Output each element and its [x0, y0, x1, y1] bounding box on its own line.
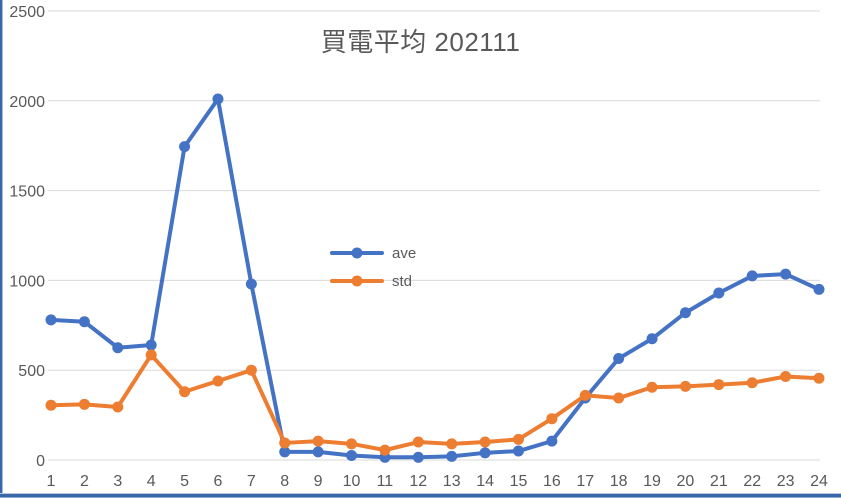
data-point-marker-std[interactable]: [179, 386, 191, 398]
x-axis-tick-label: 19: [643, 473, 661, 490]
series-line-ave[interactable]: [49, 97, 821, 460]
x-axis-tick-label: 11: [377, 473, 394, 490]
y-axis-tick-label: 2000: [9, 94, 45, 111]
data-point-marker-ave[interactable]: [212, 93, 224, 105]
x-axis-tick-label: 15: [510, 473, 528, 490]
data-point-marker-std[interactable]: [312, 435, 324, 447]
x-axis-tick-label: 7: [247, 473, 256, 490]
data-point-marker-std[interactable]: [412, 436, 424, 448]
x-axis-tick-label: 2: [80, 473, 89, 490]
x-axis-tick-label: 13: [443, 473, 461, 490]
data-point-marker-ave[interactable]: [713, 287, 725, 299]
x-axis-tick-label: 4: [147, 473, 156, 490]
legend-label-std: std: [392, 272, 413, 290]
data-point-marker-std[interactable]: [780, 370, 792, 382]
data-point-marker-std[interactable]: [45, 399, 57, 411]
x-axis-tick-label: 8: [280, 473, 289, 490]
data-point-marker-std[interactable]: [646, 381, 658, 393]
data-point-marker-std[interactable]: [479, 436, 491, 448]
data-point-marker-ave[interactable]: [679, 307, 691, 319]
data-point-marker-ave[interactable]: [145, 339, 157, 351]
x-axis-tick-label: 24: [810, 473, 828, 490]
window-edge-left: [0, 0, 3, 498]
x-axis-tick-label: 12: [409, 473, 427, 490]
data-point-marker-ave[interactable]: [546, 435, 558, 447]
data-point-marker-ave[interactable]: [112, 342, 124, 354]
x-axis-tick-label: 5: [180, 473, 189, 490]
data-point-marker-ave[interactable]: [179, 141, 191, 153]
data-point-marker-std[interactable]: [112, 401, 124, 413]
window-edge-bottom: [0, 493, 841, 498]
legend-item-std[interactable]: std: [330, 267, 416, 295]
data-point-marker-std[interactable]: [546, 413, 558, 425]
data-point-marker-ave[interactable]: [45, 314, 57, 326]
x-axis-tick-label: 21: [710, 473, 728, 490]
data-point-marker-ave[interactable]: [780, 268, 792, 280]
data-point-marker-std[interactable]: [212, 375, 224, 387]
data-point-marker-ave[interactable]: [245, 278, 257, 290]
data-point-marker-std[interactable]: [579, 389, 591, 401]
chart-legend: ave std: [330, 239, 416, 295]
data-point-marker-std[interactable]: [713, 379, 725, 391]
data-point-marker-ave[interactable]: [446, 450, 458, 462]
data-point-marker-ave[interactable]: [279, 446, 291, 458]
data-point-marker-ave[interactable]: [512, 445, 524, 457]
legend-marker-icon: [351, 247, 363, 259]
data-point-marker-std[interactable]: [679, 380, 691, 392]
data-point-marker-ave[interactable]: [412, 451, 424, 463]
series-line-std[interactable]: [49, 352, 821, 453]
x-axis-tick-label: 16: [543, 473, 561, 490]
data-point-marker-ave[interactable]: [813, 283, 825, 295]
x-axis-tick-label: 17: [576, 473, 594, 490]
y-axis-tick-label: 0: [36, 453, 45, 470]
legend-swatch-std: [330, 275, 384, 287]
x-axis-tick-label: 3: [113, 473, 122, 490]
data-point-marker-std[interactable]: [145, 349, 157, 361]
data-point-marker-ave[interactable]: [78, 316, 90, 328]
y-axis-tick-label: 500: [18, 363, 45, 380]
x-axis-tick-label: 6: [214, 473, 223, 490]
data-point-marker-std[interactable]: [446, 438, 458, 450]
data-point-marker-std[interactable]: [279, 437, 291, 449]
data-point-marker-std[interactable]: [813, 372, 825, 384]
data-point-marker-std[interactable]: [78, 398, 90, 410]
x-axis-tick-label: 23: [777, 473, 795, 490]
y-axis-tick-label: 2500: [9, 4, 45, 21]
data-point-marker-std[interactable]: [746, 377, 758, 389]
data-point-marker-std[interactable]: [346, 438, 358, 450]
x-axis-tick-label: 22: [743, 473, 761, 490]
data-point-marker-ave[interactable]: [646, 333, 658, 345]
data-point-marker-std[interactable]: [379, 444, 391, 456]
data-point-marker-ave[interactable]: [346, 450, 358, 462]
data-point-marker-ave[interactable]: [312, 446, 324, 458]
x-axis-tick-label: 1: [47, 473, 56, 490]
y-axis-tick-label: 1500: [9, 184, 45, 201]
data-point-marker-ave[interactable]: [746, 270, 758, 282]
data-point-marker-ave[interactable]: [613, 353, 625, 365]
legend-marker-icon: [351, 275, 363, 287]
legend-item-ave[interactable]: ave: [330, 239, 416, 267]
data-point-marker-std[interactable]: [512, 433, 524, 445]
x-axis-tick-label: 10: [343, 473, 361, 490]
legend-label-ave: ave: [392, 244, 417, 262]
legend-swatch-ave: [330, 247, 384, 259]
x-axis-tick-label: 9: [314, 473, 323, 490]
data-point-marker-std[interactable]: [245, 364, 257, 376]
x-axis-tick-label: 14: [476, 473, 494, 490]
data-point-marker-std[interactable]: [613, 392, 625, 404]
data-point-marker-ave[interactable]: [479, 447, 491, 459]
x-axis-tick-label: 18: [610, 473, 628, 490]
y-axis-tick-label: 1000: [9, 273, 45, 290]
x-axis-tick-label: 20: [677, 473, 695, 490]
